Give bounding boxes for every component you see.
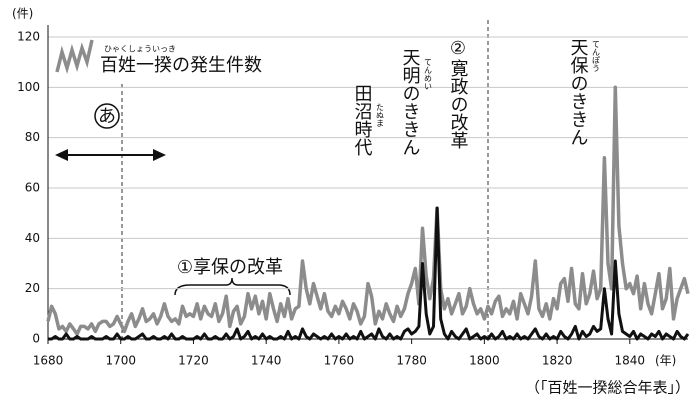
arrow-head <box>55 149 68 161</box>
legend-label: 百姓一揆の発生件数 <box>100 55 262 76</box>
series-line <box>46 85 690 336</box>
x-tick-label: 1760 <box>324 354 355 368</box>
annotation-ruby: てんぽう <box>592 40 601 72</box>
x-tick-label: 1680 <box>33 354 64 368</box>
y-tick-label: 100 <box>17 80 40 94</box>
x-tick-label: 1720 <box>178 354 209 368</box>
annotation: ②寛政の改革 <box>448 38 469 149</box>
annotation-ruby: たぬま <box>376 103 385 127</box>
source: （「百姓一揆総合年表」） <box>525 379 690 397</box>
series-line <box>48 206 690 341</box>
legend-swatch <box>55 39 94 75</box>
brace <box>174 277 291 296</box>
legend-ruby: ひゃくしょういっき <box>104 45 176 54</box>
annotation-ruby: てんめい <box>424 58 433 90</box>
x-axis-label: (年) <box>655 354 676 368</box>
annotation: 天保のききん <box>568 38 589 146</box>
annotation: ①享保の改革 <box>177 257 283 278</box>
x-tick-label: 1700 <box>105 354 136 368</box>
circle <box>94 103 120 129</box>
x-tick-label: 1800 <box>469 354 500 368</box>
y-tick-label: 60 <box>25 181 40 195</box>
x-tick-label: 1840 <box>615 354 646 368</box>
annotation: あ <box>98 106 116 127</box>
annotation: 田沼時代 <box>352 84 373 156</box>
y-tick-label: 80 <box>25 130 40 144</box>
y-axis-label: (件) <box>12 7 33 21</box>
annotation: 天明のききん <box>400 48 421 156</box>
x-tick-label: 1820 <box>542 354 573 368</box>
y-tick-label: 120 <box>17 30 40 44</box>
arrow-head <box>153 149 166 161</box>
y-tick-label: 40 <box>25 231 40 245</box>
y-tick-label: 0 <box>32 332 40 346</box>
x-tick-label: 1740 <box>251 354 282 368</box>
y-tick-label: 20 <box>25 281 40 295</box>
x-tick-label: 1780 <box>396 354 427 368</box>
